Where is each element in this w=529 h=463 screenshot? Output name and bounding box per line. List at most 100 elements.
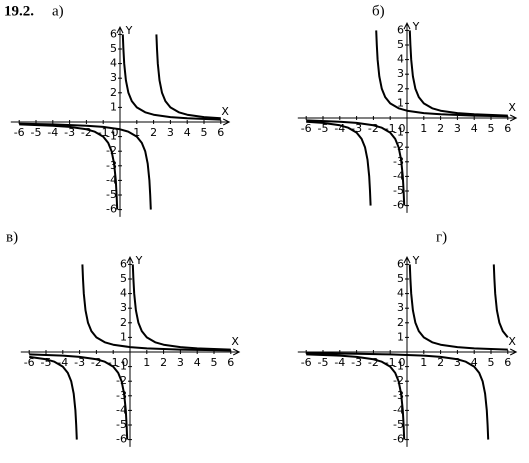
y-axis-label: Y bbox=[412, 20, 420, 33]
curve bbox=[155, 34, 221, 120]
y-tick-label: -5 bbox=[116, 418, 127, 431]
x-tick-label: 3 bbox=[454, 122, 461, 135]
x-axis-label: X bbox=[231, 335, 239, 348]
x-tick-label: 2 bbox=[160, 356, 167, 369]
x-tick-label: 1 bbox=[143, 356, 150, 369]
x-tick-label: 0 bbox=[399, 356, 406, 369]
y-tick-label: 1 bbox=[120, 330, 127, 343]
x-tick-label: 6 bbox=[227, 356, 234, 369]
x-tick-label: 0 bbox=[112, 126, 119, 139]
panel-label: г) bbox=[436, 229, 447, 245]
curve bbox=[492, 264, 509, 339]
y-axis-label: Y bbox=[125, 24, 133, 37]
panel-label: в) bbox=[6, 229, 18, 245]
curve bbox=[131, 264, 231, 351]
y-tick-label: 5 bbox=[110, 42, 117, 55]
x-tick-label: 2 bbox=[150, 126, 157, 139]
y-tick-label: 4 bbox=[110, 57, 117, 70]
y-tick-label: 3 bbox=[397, 301, 404, 314]
x-tick-label: -5 bbox=[41, 356, 52, 369]
x-tick-label: 5 bbox=[211, 356, 218, 369]
y-tick-label: 6 bbox=[397, 23, 404, 36]
x-tick-label: -2 bbox=[368, 356, 379, 369]
panel-label: а) bbox=[52, 3, 64, 19]
x-arrow bbox=[509, 348, 518, 356]
y-axis-label: Y bbox=[412, 254, 420, 267]
curve bbox=[306, 353, 406, 440]
x-tick-label: -4 bbox=[334, 356, 345, 369]
x-arrow bbox=[232, 348, 241, 356]
y-tick-label: -3 bbox=[106, 159, 117, 172]
x-tick-label: -3 bbox=[74, 356, 85, 369]
y-tick-label: -4 bbox=[393, 169, 404, 182]
y-tick-label: 6 bbox=[120, 257, 127, 270]
curve bbox=[121, 34, 221, 121]
curve bbox=[29, 355, 78, 440]
x-tick-label: -3 bbox=[351, 356, 362, 369]
x-tick-label: -2 bbox=[81, 126, 92, 139]
x-tick-label: 4 bbox=[184, 126, 191, 139]
y-tick-label: -6 bbox=[393, 199, 404, 212]
y-tick-label: 2 bbox=[120, 316, 127, 329]
y-tick-label: 3 bbox=[397, 67, 404, 80]
x-tick-label: -3 bbox=[64, 126, 75, 139]
y-arrow bbox=[126, 255, 134, 264]
x-tick-label: -1 bbox=[385, 356, 396, 369]
y-tick-label: -3 bbox=[393, 155, 404, 168]
x-tick-label: -5 bbox=[31, 126, 42, 139]
x-tick-label: -4 bbox=[57, 356, 68, 369]
x-axis-label: X bbox=[508, 335, 516, 348]
curve bbox=[306, 119, 406, 206]
y-tick-label: -5 bbox=[106, 188, 117, 201]
x-axis-label: X bbox=[508, 101, 516, 114]
x-tick-label: -4 bbox=[47, 126, 58, 139]
x-tick-label: -6 bbox=[24, 356, 35, 369]
x-tick-label: 6 bbox=[504, 122, 511, 135]
x-tick-label: 3 bbox=[177, 356, 184, 369]
x-tick-label: 4 bbox=[471, 356, 478, 369]
curve bbox=[306, 120, 372, 206]
x-tick-label: -6 bbox=[14, 126, 25, 139]
y-arrow bbox=[403, 255, 411, 264]
x-tick-label: -6 bbox=[301, 356, 312, 369]
y-tick-label: -5 bbox=[393, 418, 404, 431]
x-tick-label: 3 bbox=[454, 356, 461, 369]
y-tick-label: -1 bbox=[393, 360, 404, 373]
panel-label: б) bbox=[372, 3, 385, 19]
y-tick-label: 2 bbox=[397, 316, 404, 329]
x-tick-label: 6 bbox=[217, 126, 224, 139]
x-tick-label: 5 bbox=[201, 126, 208, 139]
x-tick-label: 5 bbox=[488, 356, 495, 369]
curve bbox=[408, 30, 508, 117]
exercise-number: 19.2. bbox=[4, 3, 34, 19]
y-axis-label: Y bbox=[135, 254, 143, 267]
y-tick-label: 4 bbox=[120, 287, 127, 300]
y-tick-label: 4 bbox=[397, 53, 404, 66]
curve bbox=[19, 123, 119, 210]
y-arrow bbox=[403, 21, 411, 30]
y-tick-label: 1 bbox=[397, 330, 404, 343]
x-tick-label: -1 bbox=[98, 126, 109, 139]
x-tick-label: 0 bbox=[399, 122, 406, 135]
x-tick-label: -4 bbox=[334, 122, 345, 135]
x-tick-label: 5 bbox=[488, 122, 495, 135]
y-tick-label: 3 bbox=[110, 71, 117, 84]
x-tick-label: 4 bbox=[194, 356, 201, 369]
y-tick-label: 1 bbox=[397, 96, 404, 109]
y-tick-label: 6 bbox=[110, 27, 117, 40]
y-tick-label: -3 bbox=[116, 389, 127, 402]
x-tick-label: 6 bbox=[504, 356, 511, 369]
y-tick-label: 6 bbox=[397, 257, 404, 270]
x-tick-label: 2 bbox=[437, 356, 444, 369]
y-tick-label: 2 bbox=[110, 86, 117, 99]
x-tick-label: 1 bbox=[420, 356, 427, 369]
x-tick-label: 1 bbox=[420, 122, 427, 135]
y-tick-label: 4 bbox=[397, 287, 404, 300]
y-tick-label: 2 bbox=[397, 82, 404, 95]
x-axis-label: X bbox=[221, 105, 229, 118]
y-tick-label: 5 bbox=[120, 272, 127, 285]
x-arrow bbox=[222, 118, 231, 126]
curve bbox=[29, 353, 129, 440]
y-tick-label: -1 bbox=[106, 130, 117, 143]
